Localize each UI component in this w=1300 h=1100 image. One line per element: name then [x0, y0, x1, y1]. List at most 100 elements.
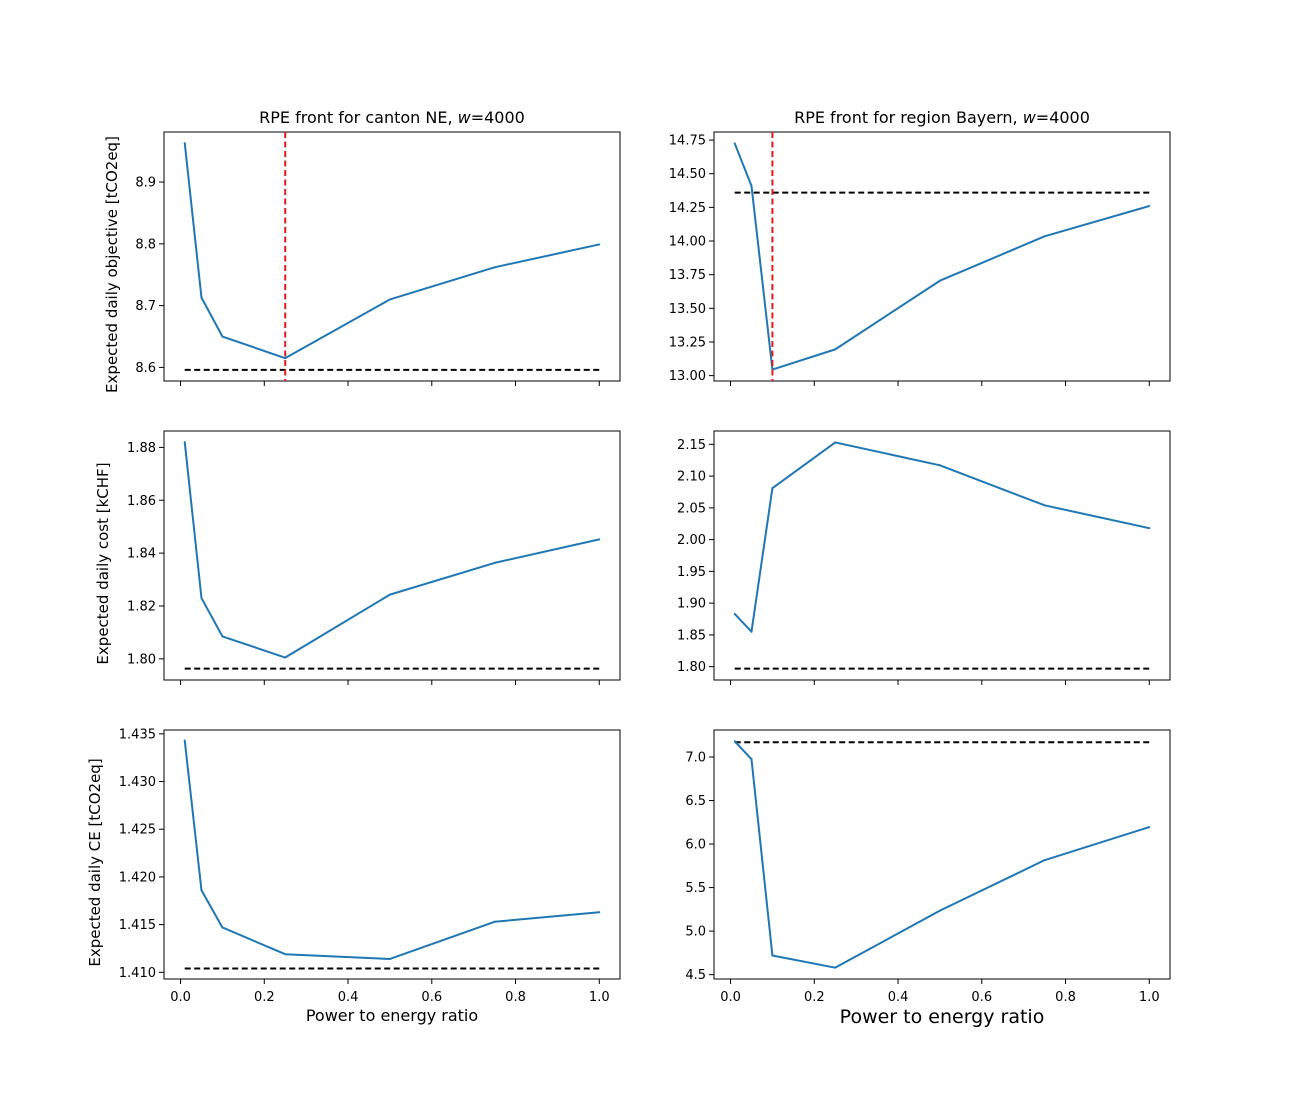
bayern-cost-ytick-label: 2.05 [677, 501, 706, 516]
ne-ce-ytick-label: 1.410 [119, 966, 156, 981]
ne-objective-title: RPE front for canton NE, w=4000 [259, 108, 525, 127]
bayern-objective-ytick-label: 14.50 [669, 167, 706, 182]
bayern-ce-xtick-label: 0.6 [971, 990, 992, 1005]
bayern-objective-title: RPE front for region Bayern, w=4000 [794, 108, 1090, 127]
ne-objective-ytick-label: 8.6 [135, 361, 156, 376]
bayern-cost-data-point [750, 630, 753, 633]
bayern-ce-ytick-label: 5.5 [685, 881, 706, 896]
bayern-cost-data-point [771, 487, 774, 490]
ne-cost-ytick-label: 1.84 [127, 547, 156, 562]
ne-objective-ytick-label: 8.9 [135, 176, 156, 191]
bayern-objective-data-point [733, 142, 736, 145]
bayern-ce-data-point [938, 909, 941, 912]
ne-ce-ytick-label: 1.430 [119, 775, 156, 790]
ne-cost-axes-frame [163, 430, 621, 681]
bayern-cost-panel: 1.80 1.85 1.90 1.95 2.00 2.05 2.10 2.15 [677, 430, 1171, 685]
bayern-ce-xlabel: Power to energy ratio [840, 1006, 1045, 1028]
ne-cost-ytick-label: 1.82 [127, 599, 156, 614]
ne-objective-title-prefix: RPE front for canton NE, [259, 108, 457, 127]
ne-ce-xtick-label: 0.8 [505, 990, 526, 1005]
bayern-ce-xtick-label: 1.0 [1139, 990, 1160, 1005]
ne-objective-data-point [598, 243, 601, 246]
ne-objective-axes-frame [163, 131, 621, 382]
ne-objective-data-point [221, 335, 224, 338]
bayern-ce-data-point [1043, 859, 1046, 862]
bayern-cost-ytick-label: 1.90 [677, 597, 706, 612]
ne-objective-ylabel: Expected daily objective [tCO2eq] [103, 136, 121, 393]
bayern-objective-title-variable: w [1023, 108, 1037, 127]
bayern-objective-data-point [750, 184, 753, 187]
bayern-objective-ytick-label: 13.00 [669, 369, 706, 384]
bayern-objective-data-point [938, 279, 941, 282]
bayern-cost-data-point [733, 612, 736, 615]
ne-cost-data-point [200, 597, 203, 600]
bayern-ce-ytick-label: 6.5 [685, 794, 706, 809]
bayern-ce-panel: 0.0 0.2 0.4 0.6 0.8 1.0 4.5 5.0 5.5 6.0 6.5 7.0 Powe… [685, 729, 1171, 1028]
bayern-objective-data-point [1043, 235, 1046, 238]
ne-ce-data-point [183, 739, 186, 742]
bayern-ce-data-point [834, 966, 837, 969]
ne-ce-data-point [493, 920, 496, 923]
ne-cost-data-point [598, 538, 601, 541]
bayern-objective-ytick-label: 14.00 [669, 235, 706, 250]
bayern-objective-data-point [834, 348, 837, 351]
ne-ce-ytick-label: 1.420 [119, 870, 156, 885]
ne-ce-data-point [200, 889, 203, 892]
bayern-ce-ytick-label: 4.5 [685, 968, 706, 983]
bayern-ce-data-point [771, 954, 774, 957]
ne-ce-data-point [221, 926, 224, 929]
ne-ce-ylabel: Expected daily CE [tCO2eq] [86, 758, 104, 966]
bayern-objective-data-point [1148, 205, 1151, 208]
bayern-objective-ytick-label: 14.25 [669, 201, 706, 216]
ne-ce-data-point [388, 957, 391, 960]
ne-ce-data-point [598, 911, 601, 914]
bayern-objective-title-suffix: =4000 [1036, 108, 1090, 127]
bayern-cost-data-point [938, 464, 941, 467]
bayern-cost-ytick-label: 2.10 [677, 470, 706, 485]
ne-ce-xlabel: Power to energy ratio [306, 1006, 478, 1025]
ne-cost-ytick-label: 1.88 [127, 441, 156, 456]
bayern-ce-xtick-label: 0.4 [888, 990, 909, 1005]
bayern-ce-ytick-label: 5.0 [685, 925, 706, 940]
ne-ce-panel: 0.0 0.2 0.4 0.6 0.8 1.0 1.410 1.415 1.420 1.425 1.… [86, 727, 621, 1025]
bayern-objective-title-prefix: RPE front for region Bayern, [794, 108, 1023, 127]
ne-cost-ytick-label: 1.80 [127, 652, 156, 667]
ne-cost-data-point [284, 656, 287, 659]
bayern-ce-xtick-label: 0.0 [720, 990, 741, 1005]
bayern-cost-axes-frame [713, 430, 1171, 681]
ne-objective-title-suffix: =4000 [471, 108, 525, 127]
bayern-cost-ytick-label: 1.85 [677, 628, 706, 643]
bayern-objective-ytick-label: 13.75 [669, 268, 706, 283]
ne-objective-data-point [200, 296, 203, 299]
ne-objective-data-point [183, 142, 186, 145]
ne-cost-ylabel: Expected daily cost [kCHF] [94, 462, 112, 664]
ne-ce-ytick-label: 1.425 [119, 823, 156, 838]
bayern-ce-data-point [1148, 826, 1151, 829]
ne-objective-ytick-label: 8.7 [135, 299, 156, 314]
ne-objective-ytick-label: 8.8 [135, 237, 156, 252]
ne-objective-data-point [284, 357, 287, 360]
bayern-ce-axes-frame [713, 729, 1171, 980]
bayern-ce-xtick-label: 0.8 [1055, 990, 1076, 1005]
ne-cost-data-point [493, 561, 496, 564]
bayern-cost-ytick-label: 1.80 [677, 660, 706, 675]
bayern-ce-ytick-label: 7.0 [685, 750, 706, 765]
ne-ce-xtick-label: 0.0 [170, 990, 191, 1005]
ne-cost-ytick-label: 1.86 [127, 494, 156, 509]
ne-cost-data-point [388, 593, 391, 596]
ne-objective-title-variable: w [458, 108, 472, 127]
ne-ce-xtick-label: 0.6 [421, 990, 442, 1005]
bayern-objective-axes-frame [713, 131, 1171, 382]
ne-ce-xtick-label: 1.0 [589, 990, 610, 1005]
bayern-cost-data-point [834, 441, 837, 444]
ne-cost-panel: 1.80 1.82 1.84 1.86 1.88 Expected daily cost … [94, 430, 621, 685]
bayern-cost-ytick-label: 1.95 [677, 565, 706, 580]
bayern-cost-ytick-label: 2.00 [677, 533, 706, 548]
ne-ce-axes-frame [163, 729, 621, 980]
ne-ce-ytick-label: 1.435 [119, 727, 156, 742]
bayern-ce-ytick-label: 6.0 [685, 838, 706, 853]
bayern-cost-data-point [1148, 527, 1151, 530]
bayern-ce-data-point [733, 740, 736, 743]
